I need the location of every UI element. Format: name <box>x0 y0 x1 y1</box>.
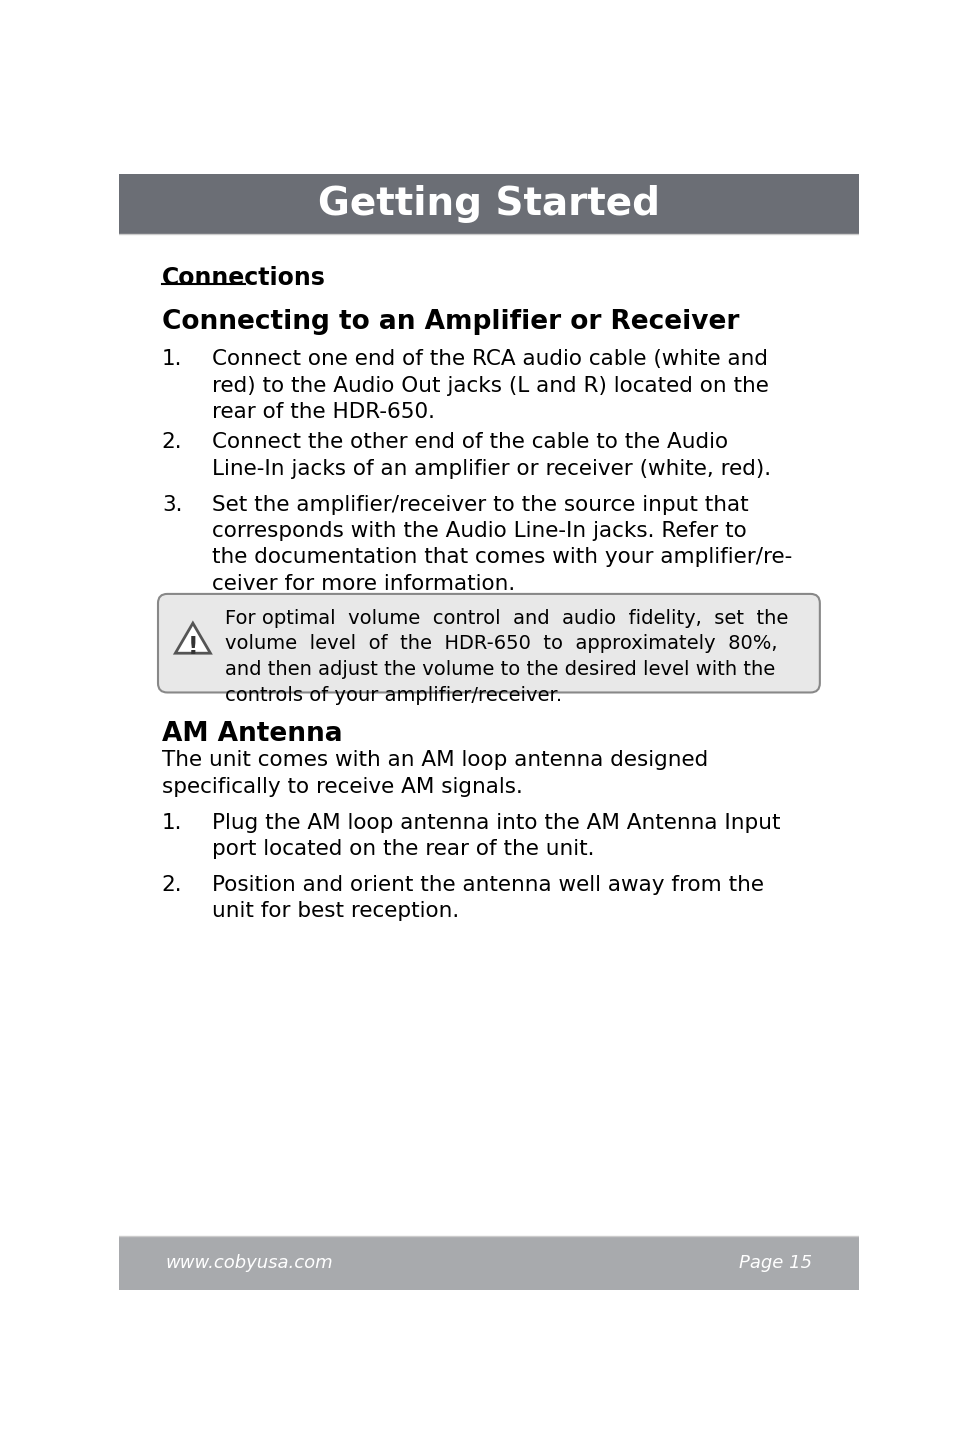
Text: www.cobyusa.com: www.cobyusa.com <box>166 1253 333 1272</box>
Text: Set the amplifier/receiver to the source input that
corresponds with the Audio L: Set the amplifier/receiver to the source… <box>212 494 792 594</box>
Polygon shape <box>175 623 211 653</box>
Text: Connect one end of the RCA audio cable (white and
red) to the Audio Out jacks (L: Connect one end of the RCA audio cable (… <box>212 349 768 422</box>
Text: 1.: 1. <box>162 349 182 369</box>
Text: 3.: 3. <box>162 494 182 514</box>
Text: Connect the other end of the cable to the Audio
Line-In jacks of an amplifier or: Connect the other end of the cable to th… <box>212 432 771 478</box>
Text: For optimal  volume  control  and  audio  fidelity,  set  the
volume  level  of : For optimal volume control and audio fid… <box>225 609 788 704</box>
FancyBboxPatch shape <box>119 174 858 233</box>
FancyBboxPatch shape <box>119 1236 858 1290</box>
Text: Position and orient the antenna well away from the
unit for best reception.: Position and orient the antenna well awa… <box>212 875 763 922</box>
Text: 2.: 2. <box>162 875 182 895</box>
Text: !: ! <box>188 635 198 659</box>
Text: The unit comes with an AM loop antenna designed
specifically to receive AM signa: The unit comes with an AM loop antenna d… <box>162 751 707 797</box>
FancyBboxPatch shape <box>158 594 819 693</box>
Text: Getting Started: Getting Started <box>317 185 659 223</box>
Text: 2.: 2. <box>162 432 182 452</box>
Text: 1.: 1. <box>162 813 182 833</box>
Text: AM Antenna: AM Antenna <box>162 722 342 748</box>
Text: Plug the AM loop antenna into the AM Antenna Input
port located on the rear of t: Plug the AM loop antenna into the AM Ant… <box>212 813 780 859</box>
Text: Page 15: Page 15 <box>739 1253 811 1272</box>
Text: Connections: Connections <box>162 267 325 290</box>
Text: Connecting to an Amplifier or Receiver: Connecting to an Amplifier or Receiver <box>162 309 739 335</box>
